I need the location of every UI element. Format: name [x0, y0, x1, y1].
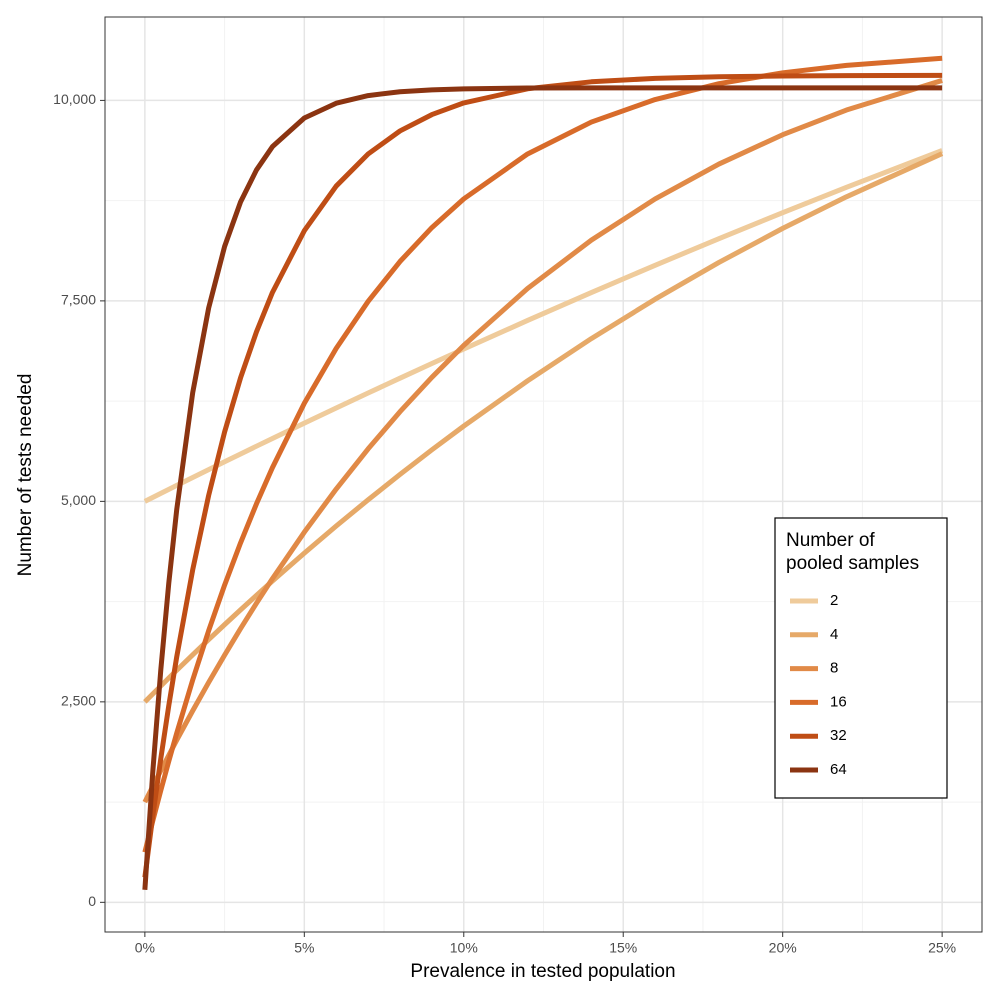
legend-label: 4 — [830, 626, 838, 643]
x-tick-label: 20% — [769, 940, 797, 956]
x-tick-label: 10% — [450, 940, 478, 956]
legend-label: 8 — [830, 660, 838, 677]
plot-border — [104, 16, 983, 933]
y-tick-label: 10,000 — [53, 91, 96, 107]
y-axis-title: Number of tests needed — [15, 374, 36, 577]
legend-label: 16 — [830, 693, 847, 710]
y-tick-label: 7,500 — [61, 292, 96, 308]
x-tick-label: 25% — [928, 940, 956, 956]
x-tick-label: 0% — [135, 940, 155, 956]
x-tick-label: 15% — [609, 940, 637, 956]
grid — [105, 17, 982, 932]
legend-label: 32 — [830, 727, 847, 744]
y-tick-label: 2,500 — [61, 693, 96, 709]
legend-box — [774, 517, 948, 799]
legend-title: Number of — [786, 530, 875, 551]
x-tick-label: 5% — [294, 940, 314, 956]
series-line — [142, 72, 943, 878]
lines — [142, 55, 944, 890]
series-line — [142, 55, 943, 853]
axes: 0% 5% 10% 15% 20% 25% 0 2,500 5,000 7,500 10,000 — [53, 91, 956, 956]
legend-label: 64 — [830, 761, 847, 778]
y-tick-label: 5,000 — [61, 492, 96, 508]
series-line — [142, 85, 943, 890]
y-tick-label: 0 — [88, 893, 96, 909]
legend-title: pooled samples — [786, 553, 919, 574]
legend: Number of pooled samples 2 4 8 16 32 64 — [774, 517, 948, 799]
legend-label: 2 — [830, 592, 838, 609]
x-axis-title: Prevalence in tested population — [410, 961, 675, 982]
series-line — [143, 148, 944, 504]
